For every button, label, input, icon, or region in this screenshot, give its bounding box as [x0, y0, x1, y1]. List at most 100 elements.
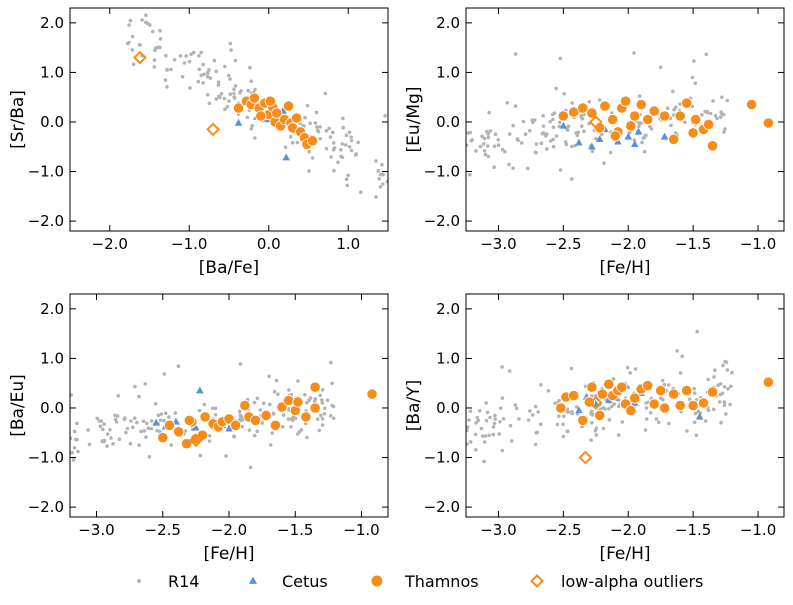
r14-point: [289, 425, 293, 429]
legend-label: Thamnos: [404, 572, 479, 591]
r14-point: [558, 56, 563, 61]
thamnos-point: [232, 102, 245, 114]
r14-point: [180, 75, 185, 79]
r14-point: [347, 145, 352, 149]
r14-point: [546, 389, 551, 393]
thamnos-point: [599, 100, 611, 112]
r14-point: [594, 426, 599, 431]
r14-point: [228, 92, 233, 96]
r14-point: [127, 40, 131, 45]
r14-point: [551, 144, 556, 149]
r14-point: [331, 404, 336, 409]
r14-point: [507, 162, 511, 167]
r14-point: [644, 406, 649, 410]
thamnos-point: [568, 389, 580, 402]
r14-point: [72, 446, 77, 450]
r14-point: [661, 397, 665, 402]
r14-point: [678, 371, 683, 375]
r14-point: [594, 137, 598, 141]
r14-point: [692, 59, 696, 63]
r14-point: [197, 67, 202, 72]
r14-point: [666, 383, 671, 387]
outlier-point: [588, 396, 603, 410]
thamnos-point: [577, 414, 589, 426]
axes-frame: [465, 7, 785, 232]
x-tick-label: −1.0: [740, 235, 776, 253]
r14-point: [299, 428, 304, 432]
r14-point: [672, 107, 676, 112]
r14-point: [323, 91, 328, 96]
r14-point: [158, 37, 163, 41]
r14-point: [561, 434, 566, 439]
thamnos-point: [668, 388, 680, 400]
r14-point: [109, 436, 113, 440]
y-tick-label: −2.0: [424, 498, 460, 516]
r14-point: [706, 408, 711, 413]
r14-point: [253, 136, 257, 140]
r14-point: [474, 149, 478, 153]
r14-point: [540, 131, 545, 136]
r14-point: [554, 86, 558, 91]
r14-point: [238, 362, 243, 366]
r14-point: [268, 402, 272, 407]
r14-point: [328, 135, 333, 139]
r14-point: [189, 52, 193, 57]
r14-point: [314, 110, 319, 115]
r14-point: [281, 413, 286, 417]
r14-point: [481, 142, 486, 146]
r14-point: [696, 409, 701, 414]
y-axis-label: [Ba/Y]: [404, 380, 424, 431]
thamnos-point: [271, 107, 283, 119]
r14-point: [349, 138, 354, 143]
cetus-point: [152, 418, 160, 426]
axes-frame: [69, 293, 389, 518]
r14-point: [692, 391, 697, 395]
panel-2: −3.0 −2.5 −2.0 −1.5 −1.0 2.0 1.0 0.0 −1.0 −2.0 [Fe…: [404, 7, 785, 278]
legend-marker: [248, 576, 258, 584]
r14-point: [152, 58, 157, 62]
r14-point: [322, 412, 327, 416]
r14-point: [695, 329, 699, 334]
r14-point: [704, 52, 709, 57]
y-axis-label: [Ba/Eu]: [8, 374, 28, 437]
r14-point: [485, 129, 489, 134]
r14-point: [591, 413, 595, 417]
r14-point: [108, 428, 112, 432]
cetus-point: [559, 121, 568, 129]
r14-point: [508, 423, 513, 428]
r14-point: [218, 95, 222, 100]
r14-point: [172, 58, 177, 62]
thamnos-point: [255, 110, 267, 122]
r14-point: [232, 96, 237, 100]
r14-point: [500, 365, 504, 369]
r14-point: [678, 102, 682, 106]
r14-point: [228, 77, 232, 81]
r14-point: [590, 420, 594, 425]
legend-marker: [530, 574, 544, 588]
r14-point: [493, 413, 497, 418]
thamnos-point: [269, 419, 281, 431]
r14-point: [291, 415, 296, 420]
thamnos-point: [577, 102, 589, 114]
r14-point: [124, 430, 128, 435]
r14-point: [258, 408, 263, 412]
y-axis-label: [Eu/Mg]: [404, 87, 424, 153]
cetus-point: [192, 423, 200, 431]
r14-point: [555, 422, 560, 427]
r14-point: [156, 413, 161, 418]
r14-point: [229, 48, 233, 52]
r14-point: [607, 407, 611, 411]
cetus-point: [604, 396, 613, 404]
thamnos-point: [264, 95, 276, 107]
r14-point: [498, 406, 503, 411]
legend-marker: [371, 575, 383, 587]
thamnos-point: [697, 397, 710, 409]
r14-point: [207, 434, 212, 438]
r14-point: [125, 426, 130, 431]
thamnos-point: [706, 386, 719, 398]
r14-point: [320, 417, 325, 421]
y-tick-label: −2.0: [28, 212, 64, 230]
thamnos-point: [762, 376, 775, 388]
thamnos-point: [609, 130, 621, 142]
r14-point: [526, 418, 531, 422]
